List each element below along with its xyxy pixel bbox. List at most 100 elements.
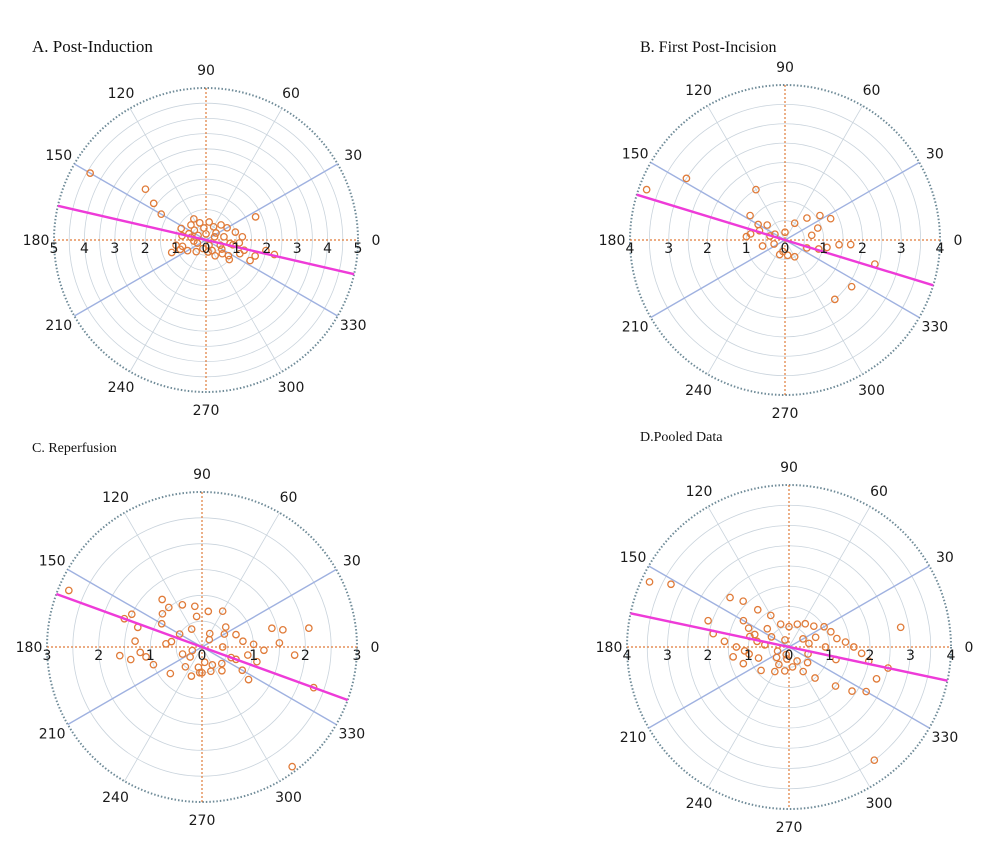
radial-tick-label: 1	[742, 241, 751, 257]
grid-spoke	[129, 108, 207, 241]
data-point	[757, 666, 765, 675]
data-point	[793, 657, 801, 665]
data-point	[848, 687, 856, 695]
radial-tick-label: 3	[353, 648, 362, 664]
angle-tick-label: 150	[622, 147, 649, 163]
data-point	[251, 213, 260, 221]
data-point	[742, 232, 751, 241]
data-point	[739, 659, 748, 668]
data-point	[187, 625, 196, 633]
data-point	[275, 639, 284, 647]
data-point	[780, 667, 789, 675]
data-point	[224, 251, 233, 260]
data-point	[188, 646, 197, 655]
angle-tick-label: 90	[780, 460, 798, 476]
data-point	[781, 228, 789, 237]
angle-tick-label: 240	[108, 380, 135, 396]
data-point	[223, 223, 231, 232]
radial-tick-label: 2	[141, 241, 150, 257]
data-point	[766, 611, 775, 620]
radial-tick-label: 2	[262, 241, 271, 257]
angle-tick-label: 180	[596, 640, 623, 656]
angle-tick-label: 60	[870, 484, 888, 500]
grid-circle	[98, 543, 306, 751]
grid-spoke	[784, 239, 863, 375]
data-point	[772, 653, 781, 662]
data-point	[218, 666, 226, 675]
data-point	[190, 602, 199, 611]
data-point	[809, 622, 818, 631]
angle-tick-label: 90	[197, 63, 215, 79]
data-point	[820, 622, 828, 631]
radial-tick-label: 3	[897, 241, 906, 257]
regression-line	[636, 193, 934, 287]
angle-tick-label: 180	[16, 640, 43, 656]
angle-tick-label: 330	[338, 727, 365, 743]
radial-tick-label: 4	[947, 648, 956, 664]
data-point	[841, 638, 850, 646]
data-point	[175, 630, 184, 638]
data-point	[199, 244, 207, 253]
data-point	[220, 630, 229, 638]
radial-tick-label: 3	[293, 241, 302, 257]
data-point	[231, 228, 240, 236]
radial-tick-label: 4	[80, 241, 89, 257]
data-point	[720, 637, 729, 646]
data-point	[204, 607, 213, 616]
angle-tick-label: 0	[965, 640, 974, 656]
angle-tick-label: 330	[921, 320, 948, 336]
radial-tick-label: 2	[94, 648, 103, 664]
grid-circle	[648, 103, 922, 377]
data-point	[178, 601, 187, 609]
data-point	[205, 218, 214, 226]
angle-tick-label: 240	[685, 383, 712, 399]
data-point	[141, 185, 150, 194]
angle-tick-label: 0	[371, 640, 380, 656]
data-point	[246, 256, 254, 265]
data-point	[260, 646, 268, 655]
data-point	[158, 595, 166, 604]
data-point	[807, 231, 816, 240]
radial-tick-label: 0	[202, 241, 211, 257]
data-point	[776, 620, 785, 629]
radial-tick-label: 4	[323, 241, 332, 257]
data-point	[217, 221, 225, 229]
angle-tick-label: 300	[866, 796, 893, 812]
angle-tick-label: 300	[278, 380, 305, 396]
data-point	[200, 658, 209, 667]
grid-spoke	[707, 646, 790, 788]
radial-tick-label: 3	[906, 648, 915, 664]
data-point	[192, 247, 201, 256]
angle-tick-label: 330	[340, 318, 367, 334]
polar-plot-2: 0 30 60 90 120 150 180 210 240 270 300 330 0 1 1 2 2 3 3	[16, 467, 380, 829]
angle-tick-label: 270	[189, 813, 216, 829]
data-point	[268, 624, 276, 633]
data-point	[821, 643, 830, 651]
angle-tick-label: 300	[858, 383, 885, 399]
data-point	[127, 610, 136, 619]
data-point	[239, 637, 247, 646]
data-point	[288, 762, 297, 771]
angle-tick-label: 150	[39, 554, 66, 570]
data-point	[149, 660, 158, 669]
radial-tick-label: 1	[171, 241, 180, 257]
data-point	[243, 651, 252, 659]
data-point	[136, 648, 145, 657]
data-point	[826, 214, 835, 223]
radial-tick-label: 1	[232, 241, 241, 257]
data-point	[729, 652, 738, 661]
data-point	[767, 633, 776, 641]
panel-c-title: C. Reperfusion	[32, 441, 117, 456]
data-point	[190, 226, 199, 235]
data-point	[305, 624, 313, 633]
data-point	[746, 211, 754, 220]
panel-a-title: A. Post-Induction	[32, 37, 153, 56]
data-point	[192, 612, 201, 621]
data-point	[142, 653, 150, 661]
grid-spoke	[201, 646, 280, 782]
data-point	[217, 245, 226, 253]
data-point	[803, 658, 812, 667]
data-point	[186, 653, 194, 661]
